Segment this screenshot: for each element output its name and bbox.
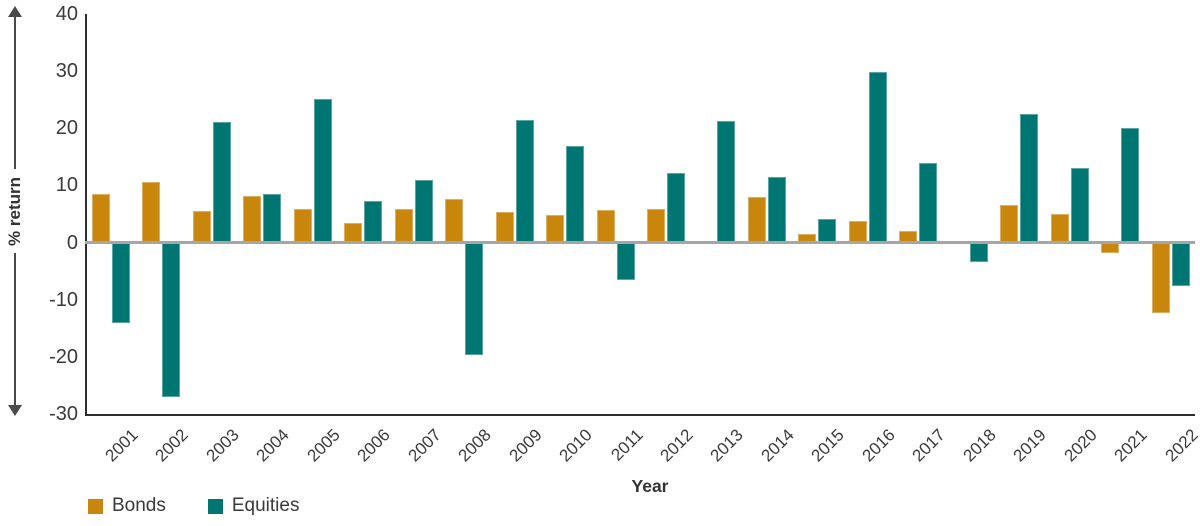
bar-bonds-2016 (848, 221, 867, 243)
bar-bonds-2004 (243, 195, 262, 243)
x-tick-label-2007: 2007 (404, 425, 445, 466)
bar-equities-2008 (465, 242, 484, 355)
bar-equities-2002 (162, 242, 181, 397)
y-tick-label: -20 (49, 345, 78, 368)
bar-bonds-2011 (596, 210, 615, 243)
bar-equities-2011 (616, 242, 635, 280)
legend-label-equities: Equities (231, 495, 300, 516)
bar-equities-2021 (1121, 128, 1140, 243)
x-tick-label-2020: 2020 (1060, 425, 1101, 466)
x-tick-label-2015: 2015 (807, 425, 849, 466)
x-tick-label-2011: 2011 (606, 425, 647, 465)
bar-equities-2003 (212, 122, 231, 243)
bar-equities-2004 (263, 194, 282, 243)
x-tick-label-2021: 2021 (1110, 425, 1151, 466)
y-tick-label: 10 (55, 174, 78, 197)
bar-bonds-2010 (546, 214, 565, 243)
legend-item-bonds: Bonds (88, 495, 166, 517)
bar-equities-2009 (515, 120, 534, 243)
bar-bonds-2019 (1000, 205, 1019, 243)
bar-equities-2001 (112, 242, 130, 323)
bar-equities-2019 (1020, 114, 1039, 243)
y-axis-title: % return (5, 176, 24, 246)
bar-equities-2022 (1171, 242, 1190, 286)
x-tick-label-2009: 2009 (505, 425, 546, 466)
bar-equities-2017 (919, 162, 938, 243)
x-tick-label-2012: 2012 (656, 425, 697, 466)
equities-swatch-icon (207, 498, 223, 514)
bar-bonds-2008 (445, 198, 464, 243)
y-axis-arrow: % return (2, 6, 28, 416)
y-tick-label: 30 (55, 60, 78, 83)
x-tick-label-2004: 2004 (252, 425, 294, 466)
bar-bonds-2017 (899, 231, 918, 243)
y-tick-label: 20 (55, 117, 78, 140)
bar-bonds-2005 (293, 208, 312, 243)
bar-equities-2013 (717, 121, 736, 243)
x-tick-label-2022: 2022 (1161, 425, 1200, 466)
x-tick-label-2013: 2013 (706, 425, 748, 466)
x-tick-label-2014: 2014 (757, 425, 798, 466)
arrow-line-bottom (14, 253, 16, 405)
x-axis-title: Year (631, 476, 669, 496)
x-tick-label-2016: 2016 (858, 425, 899, 466)
bar-equities-2007 (414, 179, 433, 243)
y-axis-line (85, 14, 87, 416)
bar-bonds-2012 (647, 208, 665, 243)
x-tick-label-2019: 2019 (1009, 425, 1050, 466)
bar-bonds-2015 (798, 234, 817, 243)
x-tick-label-2017: 2017 (908, 425, 949, 466)
bar-equities-2005 (313, 98, 332, 243)
bar-equities-2012 (667, 173, 685, 243)
x-tick-label-2005: 2005 (303, 425, 344, 466)
arrow-down-icon (8, 405, 22, 416)
bar-bonds-2020 (1050, 214, 1069, 243)
x-tick-label-2006: 2006 (353, 425, 394, 466)
x-tick-label-2002: 2002 (151, 425, 193, 466)
bar-bonds-2003 (192, 210, 211, 243)
legend-label-bonds: Bonds (112, 495, 166, 516)
arrow-line-top (14, 17, 16, 169)
bar-bonds-2007 (394, 209, 413, 243)
y-tick-label: 40 (55, 3, 78, 25)
bar-equities-2006 (364, 201, 383, 243)
bar-equities-2018 (969, 242, 988, 262)
x-tick-label-2018: 2018 (959, 425, 1000, 466)
bar-equities-2015 (818, 218, 837, 243)
x-axis-line (85, 414, 1195, 416)
bar-bonds-2021 (1101, 242, 1120, 253)
y-tick-label: -10 (49, 288, 78, 311)
y-axis-tick-labels: 40 30 20 10 0 -10 -20 -30 (34, 0, 78, 440)
plot-area: 2001 2002 2003 2004 2005 2006 2007 2008 2009 2010… (85, 14, 1200, 465)
bar-bonds-2002 (142, 182, 161, 243)
bar-equities-2014 (767, 177, 786, 243)
arrow-up-icon (8, 6, 22, 17)
y-tick-label: -30 (49, 403, 78, 425)
bar-bonds-2014 (747, 196, 766, 243)
bar-equities-2020 (1070, 167, 1089, 243)
bar-bonds-2009 (495, 211, 514, 243)
x-tick-label-2001: 2001 (101, 425, 142, 466)
legend-item-equities: Equities (207, 495, 300, 517)
bar-bonds-2006 (344, 223, 363, 243)
bonds-swatch-icon (88, 498, 103, 514)
legend: Bonds Equities (88, 495, 299, 517)
bar-bonds-2001 (92, 194, 110, 243)
bar-equities-2016 (868, 71, 887, 243)
x-tick-label-2008: 2008 (454, 425, 495, 466)
zero-gridline (85, 241, 1195, 244)
bar-bonds-2022 (1151, 242, 1170, 313)
x-tick-label-2010: 2010 (555, 425, 596, 466)
x-tick-label-2003: 2003 (202, 425, 243, 466)
y-tick-label: 0 (66, 231, 78, 254)
bar-equities-2010 (566, 146, 585, 243)
